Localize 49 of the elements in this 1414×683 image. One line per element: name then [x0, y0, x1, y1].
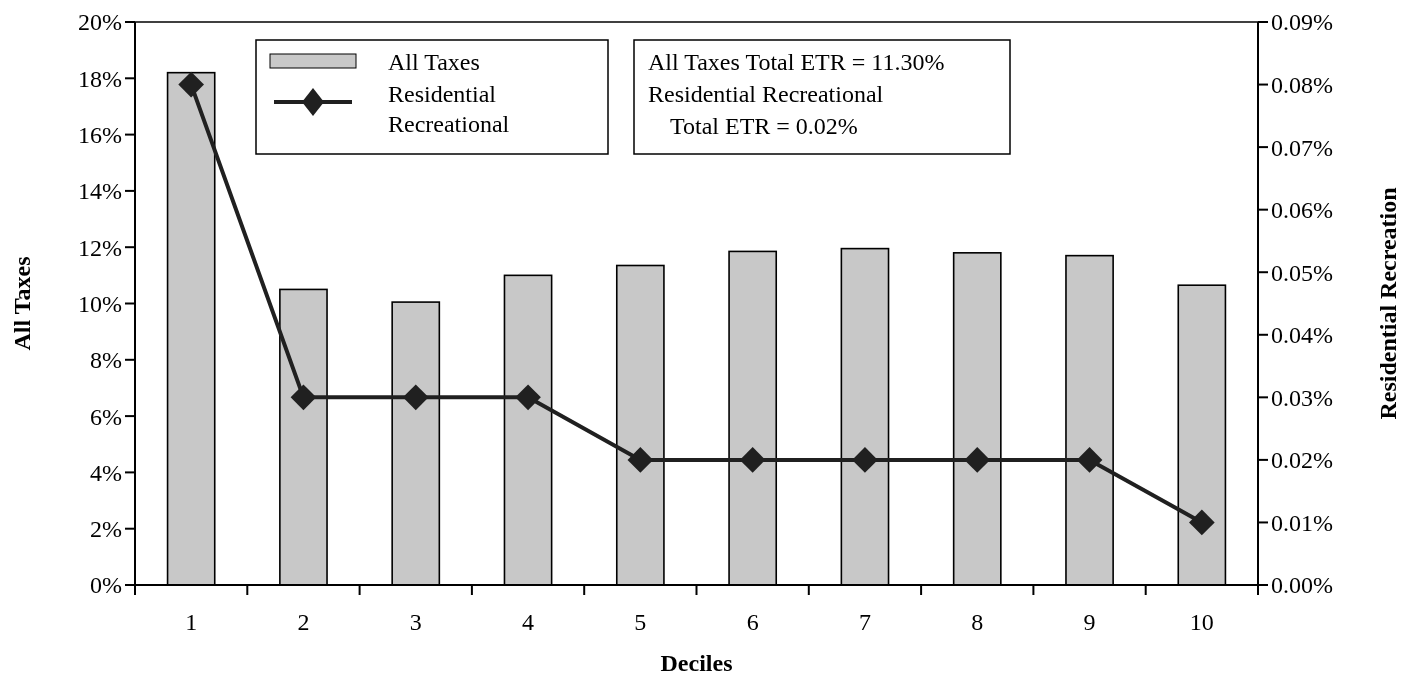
y-tick-label: 14%: [78, 178, 122, 205]
point: [178, 71, 204, 98]
legend-label: All Taxes: [388, 49, 480, 75]
point: [1076, 447, 1103, 473]
x-tick-label: 7: [858, 609, 871, 635]
y-axis-title: All Taxes: [9, 256, 35, 351]
annotation: Total ETR = 0.02%: [670, 113, 858, 139]
x-tick-label: 1: [185, 609, 198, 635]
x-tick-label: 9: [1083, 609, 1096, 635]
y2-tick-label: 0.05%: [1271, 259, 1333, 286]
y-tick-label: 16%: [78, 122, 122, 148]
x-tick-label: 6: [746, 609, 759, 635]
y-tick-label: 6%: [90, 403, 122, 430]
y-tick-label: 10%: [78, 290, 122, 317]
x-tick-label: 10: [1189, 609, 1214, 635]
y2-tick-label: 0.03%: [1271, 384, 1333, 411]
legend-label: Residential Recreational: [388, 81, 510, 137]
y-tick-label: 18%: [78, 65, 122, 92]
y2-tick-label: 0.07%: [1271, 134, 1333, 161]
annotation: Residential Recreational: [648, 81, 884, 107]
x-axis-title: Deciles: [660, 650, 733, 676]
x-tick-label: 5: [634, 609, 647, 635]
x-tick-label: 2: [297, 609, 310, 635]
y-tick-label: 4%: [90, 459, 122, 486]
point: [1189, 509, 1215, 536]
y-tick-label: 8%: [90, 347, 122, 374]
x-tick-label: 3: [409, 609, 422, 635]
y2-tick-label: 0.06%: [1271, 197, 1333, 224]
y-tick-label: 20%: [78, 9, 122, 36]
x-tick-label: 4: [522, 609, 535, 635]
point: [964, 447, 991, 473]
point: [402, 384, 429, 411]
x-tick-label: 8: [971, 609, 984, 635]
y2-tick-label: 0.04%: [1271, 322, 1333, 349]
point: [739, 447, 766, 473]
point: [515, 384, 541, 411]
point: [290, 384, 317, 411]
y2-axis-title: Residential Recreation: [1375, 187, 1401, 420]
y-tick-label: 0%: [90, 572, 122, 599]
y-tick-label: 2%: [90, 516, 122, 543]
y2-tick-label: 0.09%: [1271, 9, 1333, 36]
y2-tick-label: 0.01%: [1271, 509, 1333, 536]
point: [852, 447, 878, 473]
y2-tick-label: 0.08%: [1271, 71, 1333, 98]
point: [627, 447, 654, 473]
y2-tick-label: 0.00%: [1271, 572, 1333, 599]
y2-tick-label: 0.02%: [1271, 447, 1333, 474]
y-tick-label: 12%: [78, 234, 122, 261]
annotation: All Taxes Total ETR = 11.30%: [648, 49, 945, 75]
